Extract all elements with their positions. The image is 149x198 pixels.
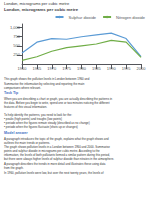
svg-text:1995: 1995 xyxy=(122,66,132,71)
svg-text:Nitrogen dioxide: Nitrogen dioxide xyxy=(116,15,146,20)
svg-text:1970: 1970 xyxy=(47,66,57,71)
svg-text:In 1960, pollution levels were: In 1960, pollution levels were low, but … xyxy=(4,170,104,174)
svg-text:750: 750 xyxy=(13,34,20,39)
svg-text:To help identify the patterns,: To help identify the patterns, you need … xyxy=(4,113,72,117)
svg-text:• periods when the figures rem: • periods when the figures remain steady… xyxy=(4,121,90,125)
svg-text:A paragraph introduces the top: A paragraph introduces the topic of the … xyxy=(4,136,109,140)
svg-text:1980: 1980 xyxy=(77,66,87,71)
svg-text:points and sulphur dioxide in: points and sulphur dioxide in micrograms… xyxy=(4,148,100,152)
svg-text:the data. Before you begin to: the data. Before you begin to write, spe… xyxy=(4,100,110,104)
svg-text:The graph shows pollution leve: The graph shows pollution levels in a Lo… xyxy=(4,144,110,148)
svg-text:London, micrograms per cubic m: London, micrograms per cubic metre xyxy=(4,7,79,12)
svg-text:1985: 1985 xyxy=(92,66,102,71)
svg-text:Task Tip: Task Tip xyxy=(4,91,19,95)
svg-text:1960: 1960 xyxy=(18,66,28,71)
svg-text:1965: 1965 xyxy=(32,66,42,71)
svg-text:comparisons where relevant.: comparisons where relevant. xyxy=(4,85,41,89)
svg-text:1,000: 1,000 xyxy=(10,25,21,30)
svg-text:When you are describing a char: When you are describing a chart or graph… xyxy=(4,96,113,100)
svg-text:but there were always higher l: but there were always higher levels of s… xyxy=(4,157,114,161)
svg-text:from the graph.: from the graph. xyxy=(4,166,24,170)
svg-text:250: 250 xyxy=(13,52,20,57)
svg-text:outlines the main trends or pa: outlines the main trends or patterns. xyxy=(4,140,50,144)
svg-text:Model answer: Model answer xyxy=(4,131,28,135)
svg-text:A paragraph describes the tren: A paragraph describes the trends in more… xyxy=(4,162,106,166)
svg-text:• periods when the figures flu: • periods when the figures fluctuate (sh… xyxy=(4,125,78,129)
svg-text:London, micrograms per cubic m: London, micrograms per cubic metre xyxy=(4,1,70,6)
svg-text:Summarise the information by s: Summarise the information by selecting a… xyxy=(4,81,85,85)
svg-text:2000: 2000 xyxy=(137,66,147,71)
svg-text:1975: 1975 xyxy=(62,66,72,71)
svg-text:• peaks (high points) and trou: • peaks (high points) and troughs (low p… xyxy=(4,117,62,121)
svg-text:This graph shows the pollution: This graph shows the pollution levels in… xyxy=(4,77,90,81)
svg-text:1990: 1990 xyxy=(107,66,117,71)
svg-text:500: 500 xyxy=(13,43,20,48)
svg-text:features of this visual inform: features of this visual information. xyxy=(4,105,47,109)
svg-text:information, the levels of bot: information, the levels of both pollutan… xyxy=(4,153,110,157)
svg-text:Sulphur dioxide: Sulphur dioxide xyxy=(69,15,97,20)
